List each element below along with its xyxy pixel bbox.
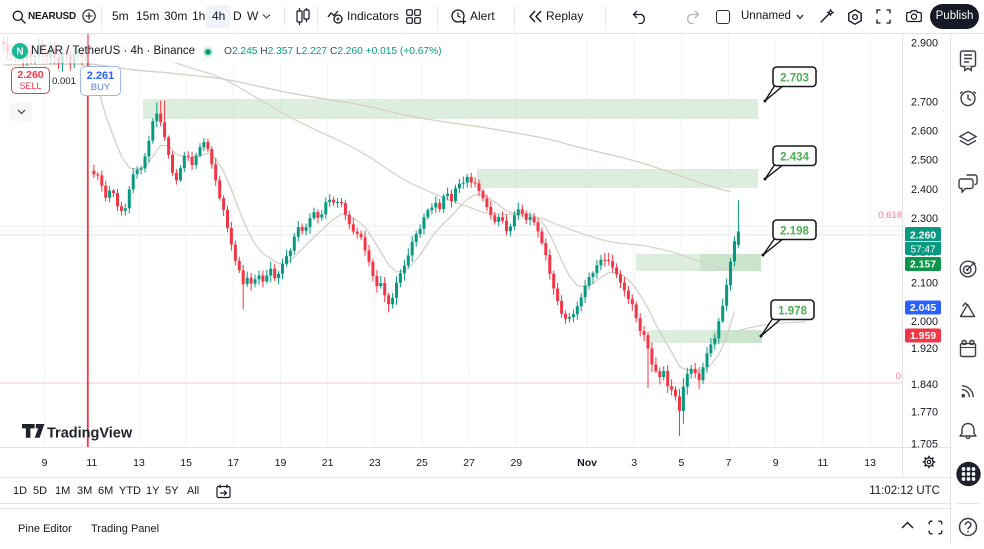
svg-text:11: 11 <box>86 457 97 469</box>
svg-text:TradingView: TradingView <box>47 426 133 442</box>
svg-text:13: 13 <box>864 457 876 469</box>
svg-text:0: 0 <box>896 371 901 382</box>
svg-text:2.000: 2.000 <box>911 316 938 328</box>
svg-text:2.703: 2.703 <box>780 72 809 84</box>
svg-text:23: 23 <box>369 457 381 469</box>
svg-text:2.045: 2.045 <box>910 302 936 314</box>
svg-text:1.978: 1.978 <box>778 305 807 317</box>
svg-text:1.770: 1.770 <box>911 407 938 419</box>
svg-text:5: 5 <box>678 457 684 469</box>
svg-text:2.198: 2.198 <box>780 225 809 237</box>
svg-text:2.600: 2.600 <box>911 126 938 138</box>
svg-text:2.434: 2.434 <box>780 151 809 163</box>
svg-text:25: 25 <box>416 457 428 469</box>
svg-text:7: 7 <box>726 457 732 469</box>
svg-text:17: 17 <box>227 457 239 469</box>
svg-text:1.920: 1.920 <box>911 343 938 355</box>
svg-text:1.705: 1.705 <box>911 439 938 451</box>
svg-text:2.900: 2.900 <box>911 38 938 50</box>
svg-text:13: 13 <box>133 457 145 469</box>
svg-text:9: 9 <box>773 457 779 469</box>
svg-text:2.260: 2.260 <box>910 230 936 242</box>
svg-text:2.500: 2.500 <box>911 155 938 167</box>
svg-text:2.100: 2.100 <box>911 278 938 290</box>
svg-text:2.700: 2.700 <box>911 97 938 109</box>
svg-text:2.400: 2.400 <box>911 184 938 196</box>
svg-text:15: 15 <box>180 457 192 469</box>
svg-text:0.618: 0.618 <box>878 210 902 221</box>
svg-text:1.840: 1.840 <box>911 379 938 391</box>
svg-text:2.157: 2.157 <box>910 259 936 271</box>
svg-text:1.959: 1.959 <box>910 330 936 342</box>
svg-text:27: 27 <box>463 457 475 469</box>
svg-text:21: 21 <box>322 457 334 469</box>
svg-text:N: N <box>16 47 23 58</box>
svg-text:3: 3 <box>631 457 637 469</box>
svg-text:11: 11 <box>817 457 828 469</box>
svg-text:29: 29 <box>510 457 522 469</box>
svg-text:19: 19 <box>275 457 287 469</box>
svg-text:57:47: 57:47 <box>910 245 935 256</box>
svg-text:9: 9 <box>42 457 48 469</box>
svg-text:Nov: Nov <box>577 457 597 469</box>
svg-text:2.300: 2.300 <box>911 213 938 225</box>
